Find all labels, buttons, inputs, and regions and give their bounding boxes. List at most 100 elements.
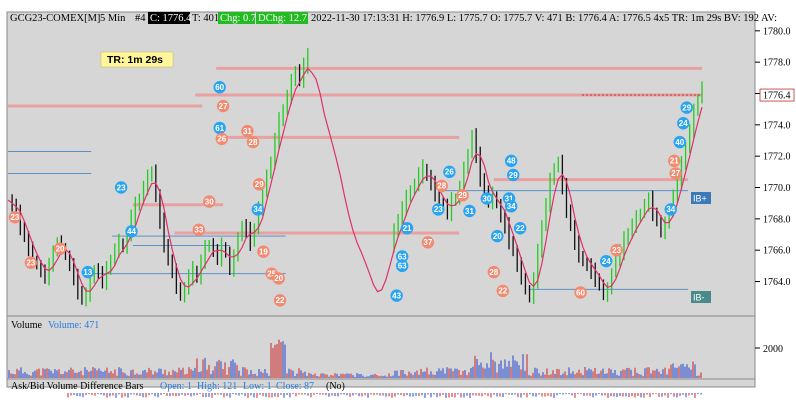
volume-badge: 22 xyxy=(513,222,527,235)
volume-badge-circle xyxy=(125,225,138,238)
volume-badge: 22 xyxy=(273,294,287,307)
header-interval: 5 Min xyxy=(100,13,126,24)
volume-badge-label: 31 xyxy=(505,194,514,203)
askbid-tail: (No) xyxy=(326,381,345,392)
volume-badge: 23 xyxy=(432,203,445,216)
volume-badge-circle xyxy=(435,179,448,193)
volume-badge-circle xyxy=(273,294,287,307)
volume-badge: 20 xyxy=(53,242,67,255)
volume-badge-circle xyxy=(504,154,518,168)
price-tick-label: 1774.0 xyxy=(763,120,791,131)
volume-badge-circle xyxy=(53,242,67,255)
volume-badge: 23 xyxy=(114,181,128,194)
header-chg-value: Chg: 0.7 xyxy=(220,13,256,24)
volume-badge: 29 xyxy=(456,189,469,202)
volume-badge: 31 xyxy=(241,124,254,138)
volume-badge-label: 23 xyxy=(10,213,19,222)
volume-badge: 20 xyxy=(272,272,285,285)
volume-badge-label: 27 xyxy=(671,169,680,178)
volume-badge-label: 61 xyxy=(215,124,224,133)
volume-badge-circle xyxy=(673,135,686,149)
volume-badge-circle xyxy=(24,256,38,269)
volume-badge-circle xyxy=(491,229,504,243)
current-price-tag xyxy=(759,88,795,102)
volume-badge-circle xyxy=(390,289,403,302)
volume-badge: 61 xyxy=(213,121,226,135)
volume-badge: 24 xyxy=(677,117,690,130)
volume-badge: 29 xyxy=(680,101,693,114)
header-chg-box xyxy=(218,12,255,24)
header-dchg-value: DChg: 12.7 xyxy=(258,13,307,24)
volume-badge-circle xyxy=(400,222,414,235)
volume-badge: 63 xyxy=(395,250,409,263)
volume-badge-label: 40 xyxy=(675,138,684,147)
volume-badge-label: 20 xyxy=(56,244,65,253)
volume-badge-circle xyxy=(680,101,693,114)
volume-badge-label: 34 xyxy=(666,205,675,214)
volume-badge-label: 30 xyxy=(205,197,214,206)
volume-badge-label: 28 xyxy=(437,182,446,191)
volume-badge-label: 23 xyxy=(612,246,621,255)
volume-badge-label: 30 xyxy=(482,194,491,203)
volume-badge: 29 xyxy=(507,168,520,182)
volume-badge: 29 xyxy=(253,178,266,191)
volume-badge-circle xyxy=(669,167,682,180)
volume-badge: 21 xyxy=(668,154,681,168)
price-tick-label: 1764.0 xyxy=(763,277,791,288)
volume-badge-circle xyxy=(432,203,445,216)
price-tick-label: 1770.0 xyxy=(763,183,791,194)
volume-badge: 22 xyxy=(496,284,510,298)
volume-badge-circle xyxy=(216,99,230,113)
volume-badge-circle xyxy=(600,254,613,268)
volume-badge-label: 29 xyxy=(682,103,691,112)
volume-badge: 30 xyxy=(480,192,494,205)
volume-badge-label: 22 xyxy=(516,224,525,233)
volume-badge-circle xyxy=(253,178,266,191)
volume-badge-label: 28 xyxy=(249,138,258,147)
volume-badge-label: 25 xyxy=(267,269,276,278)
askbid-open: Open: 1 xyxy=(160,381,192,392)
volume-badge-label: 63 xyxy=(398,252,407,261)
volume-badge-label: 43 xyxy=(392,291,401,300)
volume-badge-circle xyxy=(507,168,520,182)
volume-badge: 28 xyxy=(435,179,448,193)
volume-badge-label: 28 xyxy=(489,268,498,277)
volume-badge-label: 48 xyxy=(507,157,516,166)
volume-badge-circle xyxy=(114,181,128,194)
volume-badge: 60 xyxy=(574,286,587,299)
plot-frame xyxy=(6,11,756,388)
current-price-label: 1776.4 xyxy=(763,91,791,102)
volume-badge: 40 xyxy=(673,135,686,149)
volume-badge-label: 19 xyxy=(259,248,268,257)
volume-badge: 19 xyxy=(257,245,270,258)
volume-badge-label: 21 xyxy=(403,224,412,233)
volume-badge: 23 xyxy=(610,243,623,257)
volume-badge-circle xyxy=(257,245,270,258)
volume-badge-circle xyxy=(241,124,254,138)
volume-badge-circle xyxy=(574,286,587,299)
volume-badge: 34 xyxy=(251,203,265,216)
askbid-close: Close: 87 xyxy=(276,381,314,392)
volume-badge-circle xyxy=(203,195,216,208)
volume-badge-label: 34 xyxy=(507,202,516,211)
volume-badge-circle xyxy=(272,272,285,285)
volume-badge-circle xyxy=(213,81,226,94)
ib-plus-tag xyxy=(691,192,711,204)
ib-minus-label: IB- xyxy=(693,293,705,303)
volume-badge-label: 24 xyxy=(602,257,611,266)
volume-badge-label: 23 xyxy=(26,259,35,268)
volume-badge-circle xyxy=(463,204,476,218)
volume-badge: 34 xyxy=(664,203,677,216)
price-tick-label: 1766.0 xyxy=(763,246,791,257)
volume-pane-title: Volume xyxy=(11,320,42,331)
volume-badge: 23 xyxy=(8,211,22,224)
volume-axis-tick: 2000 xyxy=(763,344,783,355)
volume-badge-label: 29 xyxy=(458,191,467,200)
volume-badge: 28 xyxy=(487,265,500,279)
ib-plus-label: IB+ xyxy=(693,194,707,204)
volume-badge-circle xyxy=(496,284,510,298)
volume-badge-circle xyxy=(456,189,469,202)
volume-badge: 37 xyxy=(421,236,435,249)
